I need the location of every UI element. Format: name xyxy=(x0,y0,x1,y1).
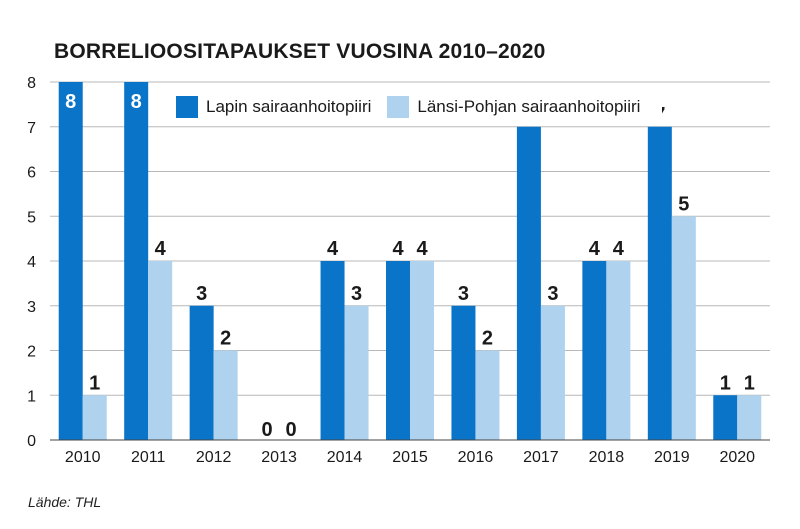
source-note: Lähde: THL xyxy=(28,494,102,510)
value-label-lapin: 3 xyxy=(196,283,207,305)
value-label-lapin: 1 xyxy=(720,372,731,394)
x-tick-label: 2013 xyxy=(261,449,297,466)
value-label-lapin: 4 xyxy=(327,238,339,260)
x-tick-label: 2016 xyxy=(458,449,494,466)
x-tick-label: 2014 xyxy=(327,449,363,466)
bar-lansi xyxy=(606,261,631,440)
bars-layer xyxy=(58,82,762,440)
legend-swatch-lapin xyxy=(176,96,198,118)
legend-label-lapin: Lapin sairaanhoitopiiri xyxy=(206,97,372,116)
value-label-lapin: 3 xyxy=(458,283,469,305)
value-label-lansi: 2 xyxy=(220,328,231,350)
x-tick-label: 2011 xyxy=(131,449,166,466)
value-label-lansi: 4 xyxy=(613,238,625,260)
value-label-lansi: 0 xyxy=(286,419,297,441)
x-tick-label: 2017 xyxy=(523,449,559,466)
y-tick-label: 8 xyxy=(27,75,36,92)
y-tick-label: 2 xyxy=(27,344,36,361)
bar-lansi xyxy=(737,395,762,440)
x-tick-label: 2010 xyxy=(65,449,101,466)
bar-lansi xyxy=(344,305,369,440)
bar-lansi xyxy=(475,350,500,440)
value-label-lansi: 2 xyxy=(482,328,493,350)
bar-lapin xyxy=(582,261,607,440)
bar-lansi xyxy=(671,216,696,440)
value-label-lapin: 8 xyxy=(65,91,76,113)
bar-lansi xyxy=(213,350,238,440)
bar-lansi xyxy=(540,305,565,440)
value-label-lansi: 3 xyxy=(351,283,362,305)
y-tick-label: 1 xyxy=(27,388,36,405)
legend-label-lansi: Länsi-Pohjan sairaanhoitopiiri xyxy=(417,97,641,116)
bar-lapin xyxy=(189,305,214,440)
value-label-lansi: 4 xyxy=(155,238,167,260)
bar-lansi xyxy=(410,261,434,440)
x-tick-label: 2012 xyxy=(196,449,232,466)
bar-lapin xyxy=(451,305,476,440)
bar-lapin xyxy=(124,82,149,440)
value-label-lapin: 8 xyxy=(131,91,142,113)
y-tick-label: 5 xyxy=(27,209,36,226)
y-tick-label: 3 xyxy=(27,299,36,316)
legend: Lapin sairaanhoitopiiri Länsi-Pohjan sai… xyxy=(170,92,663,122)
y-tick-label: 7 xyxy=(27,120,36,137)
bar-lapin xyxy=(713,395,738,440)
value-label-lansi: 4 xyxy=(416,238,428,260)
legend-item-lapin: Lapin sairaanhoitopiiri xyxy=(176,96,371,118)
labels-layer: 8184320043443273447511 xyxy=(65,91,755,441)
x-tick-label: 2020 xyxy=(719,449,755,466)
x-tick-label: 2015 xyxy=(392,449,428,466)
x-tick-label: 2019 xyxy=(654,449,690,466)
y-tick-label: 6 xyxy=(27,165,36,182)
x-tick-label: 2018 xyxy=(589,449,625,466)
y-tick-label: 4 xyxy=(27,254,36,271)
value-label-lapin: 0 xyxy=(262,419,273,441)
value-label-lapin: 4 xyxy=(392,238,404,260)
bar-lapin xyxy=(516,126,541,440)
value-label-lansi: 3 xyxy=(547,283,558,305)
bar-lansi xyxy=(82,395,107,440)
bar-lapin xyxy=(320,261,345,440)
chart-title: BORRELIOOSITAPAUKSET VUOSINA 2010–2020 xyxy=(54,40,546,63)
bar-lapin xyxy=(386,261,410,440)
legend-swatch-lansi xyxy=(387,96,410,118)
y-tick-label: 0 xyxy=(27,433,36,450)
bar-lapin xyxy=(647,126,672,440)
value-label-lansi: 1 xyxy=(744,372,755,394)
bar-lansi xyxy=(148,261,173,440)
bar-lapin xyxy=(58,82,83,440)
legend-item-lansi: Länsi-Pohjan sairaanhoitopiiri xyxy=(387,96,640,118)
value-label-lansi: 5 xyxy=(678,193,689,215)
value-label-lapin: 4 xyxy=(589,238,601,260)
value-label-lansi: 1 xyxy=(89,372,100,394)
